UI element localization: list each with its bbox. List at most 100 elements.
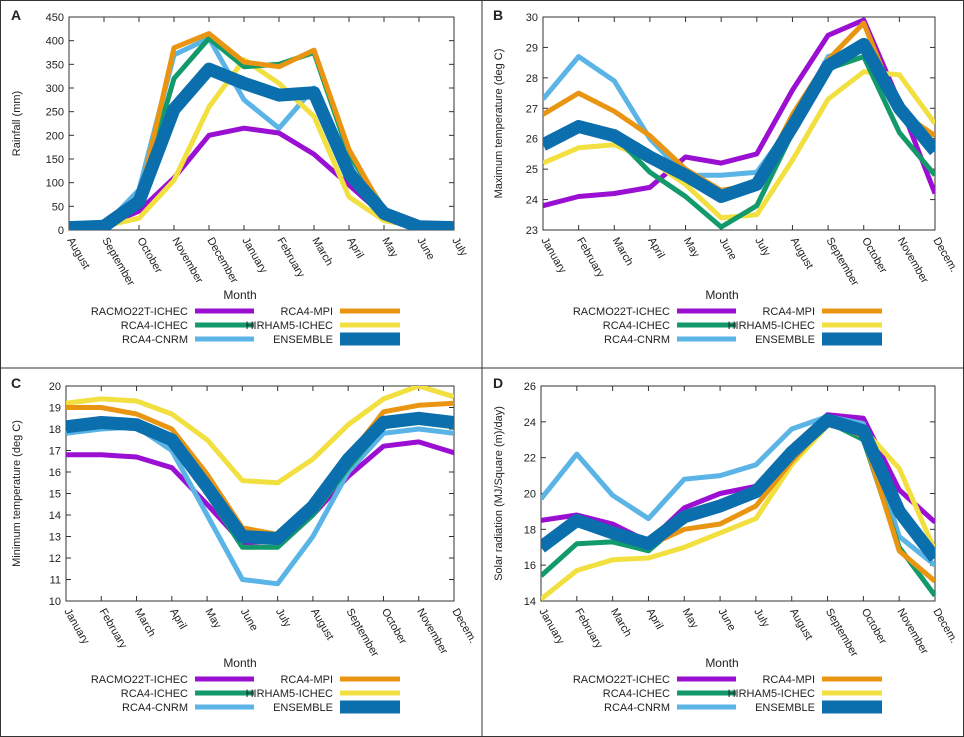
y-tick-label: 400	[46, 36, 64, 48]
x-tick-label: January	[239, 236, 269, 276]
y-axis-label: Minimum temperature (deg C)	[11, 420, 23, 567]
data-point	[613, 110, 615, 112]
series-line-ensemble	[66, 411, 454, 546]
legend-label: HIRHAM5-ICHEC	[246, 688, 333, 700]
data-point	[898, 489, 900, 491]
x-tick-label: Decem.	[930, 607, 959, 646]
data-point	[418, 441, 420, 443]
data-point	[576, 543, 578, 545]
data-point	[418, 386, 420, 387]
legend-label: RCA4-ICHEC	[603, 320, 670, 332]
legend-label: RCA4-ICHEC	[121, 320, 188, 332]
y-tick-label: 200	[46, 130, 64, 142]
data-point	[826, 419, 829, 421]
y-tick-label: 28	[526, 73, 538, 85]
y-tick-label: 24	[524, 417, 536, 429]
x-tick-label: October	[859, 236, 889, 276]
data-point	[66, 432, 67, 434]
data-point	[863, 71, 865, 73]
data-point	[66, 454, 67, 456]
data-point	[649, 186, 651, 188]
data-point	[612, 523, 614, 525]
data-point	[934, 122, 935, 125]
data-point	[241, 578, 243, 581]
data-point	[312, 505, 314, 507]
data-point	[934, 564, 935, 566]
data-point	[243, 99, 245, 101]
data-point	[612, 532, 614, 534]
data-point	[278, 127, 280, 129]
x-tick-label: September	[823, 236, 860, 289]
data-point	[791, 428, 793, 430]
legend-label: RACMO22T-ICHEC	[91, 306, 188, 318]
x-tick-label: June	[414, 236, 436, 263]
legend: RACMO22T-ICHEC RCA4-ICHEC RCA4-CNRM RCA4-MP…	[91, 306, 400, 346]
data-point	[613, 135, 615, 137]
y-tick-label: 25	[526, 164, 538, 176]
x-tick-label: August	[64, 236, 92, 272]
series-line-rca4-cnrm	[66, 424, 454, 587]
data-point	[100, 398, 102, 400]
x-tick-label: October	[379, 607, 409, 647]
data-point	[541, 498, 542, 500]
data-point	[382, 445, 385, 447]
legend-label: RCA4-ICHEC	[121, 688, 188, 700]
data-point	[241, 535, 243, 538]
data-point	[313, 153, 315, 155]
data-point	[243, 66, 245, 68]
y-tick-label: 20	[49, 381, 61, 393]
data-point	[138, 210, 140, 212]
x-tick-label: September	[823, 607, 860, 660]
panel-letter: B	[493, 7, 503, 23]
y-tick-label: 13	[49, 532, 61, 544]
data-point	[898, 510, 900, 513]
data-point	[612, 541, 614, 543]
x-tick-label: September	[99, 236, 136, 289]
legend-label: RACMO22T-ICHEC	[573, 674, 670, 686]
x-tick-label: Decem.	[449, 607, 478, 646]
x-tick-label: June	[717, 236, 739, 263]
x-tick-label: May	[202, 607, 223, 631]
data-point	[313, 92, 315, 94]
data-point	[684, 183, 687, 185]
x-tick-label: May	[681, 236, 702, 260]
legend-label: RCA4-MPI	[762, 306, 815, 318]
data-point	[541, 598, 542, 600]
data-point	[578, 125, 580, 128]
x-tick-label: June	[715, 607, 737, 634]
data-point	[791, 159, 794, 161]
data-point	[756, 153, 758, 155]
plot-area-frame	[68, 16, 455, 231]
data-point	[206, 473, 208, 475]
x-tick-label: September	[344, 607, 381, 660]
data-point	[348, 184, 350, 186]
legend-label: ENSEMBLE	[755, 702, 815, 714]
data-point	[934, 135, 935, 137]
x-tick-label: February	[97, 607, 130, 652]
data-point	[208, 32, 210, 35]
data-point	[827, 34, 829, 36]
x-axis-label: Month	[223, 656, 256, 670]
data-point	[173, 179, 175, 181]
x-tick-label: April	[344, 236, 365, 261]
data-point	[791, 451, 793, 453]
data-point	[206, 503, 208, 505]
data-point	[720, 195, 722, 198]
data-point	[934, 557, 935, 559]
data-point	[755, 491, 757, 493]
data-point	[135, 456, 138, 458]
data-point	[720, 217, 722, 219]
data-point	[719, 474, 721, 477]
series-group	[69, 31, 454, 230]
data-point	[791, 89, 794, 91]
legend-label: RCA4-ICHEC	[603, 688, 670, 700]
x-tick-label: January	[536, 607, 566, 647]
y-tick-label: 150	[46, 154, 64, 166]
data-point	[683, 516, 685, 518]
data-point	[719, 523, 721, 525]
data-point	[684, 195, 687, 198]
x-tick-label: October	[134, 236, 164, 276]
legend-label: ENSEMBLE	[755, 334, 815, 346]
data-point	[100, 421, 102, 424]
